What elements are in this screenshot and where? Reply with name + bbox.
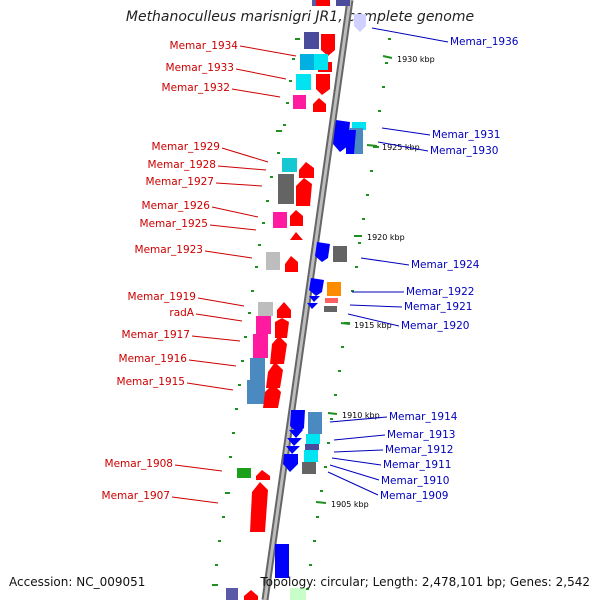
gene-label: Memar_1932: [162, 82, 230, 94]
left-labels: Memar_1934 Memar_1933 Memar_1932 Memar_1…: [102, 40, 297, 504]
tick-label-1905: 1905 kbp: [331, 500, 369, 509]
tick-label-1920: 1920 kbp: [367, 233, 405, 242]
tick-label-1915: 1915 kbp: [354, 321, 392, 330]
gene-arrow: [346, 130, 356, 154]
gene-arrow: [285, 256, 298, 272]
gene-label: Memar_1929: [152, 141, 220, 153]
gene-label: Memar_1917: [122, 329, 190, 341]
gene-arrow: [316, 74, 330, 95]
gene-label: Memar_1919: [128, 291, 196, 303]
gene-label: Memar_1915: [117, 376, 185, 388]
gene-label: Memar_1916: [119, 353, 188, 365]
gene-arrow: [263, 384, 281, 408]
kbp-ticks: 1930 kbp 1925 kbp 1920 kbp 1915 kbp 1910…: [315, 55, 435, 509]
gene-arrow: [309, 278, 324, 296]
tick-label-1910: 1910 kbp: [342, 411, 380, 420]
gene-arrow: [287, 438, 302, 446]
gene-label: Memar_1923: [135, 244, 203, 256]
map-title: Methanoculleus marisnigri JR1, complete …: [125, 9, 475, 25]
gene-arrow: [266, 362, 283, 388]
gene-label: Memar_1925: [140, 218, 208, 230]
gene-label: Memar_1931: [432, 129, 500, 141]
tick-label-1925: 1925 kbp: [382, 143, 420, 152]
gene-arrow: [275, 318, 289, 338]
gene-label: Memar_1913: [387, 429, 455, 441]
accession-text: Accession: NC_009051: [9, 575, 146, 589]
gene-arrow: [296, 178, 312, 206]
gene-arrow: [283, 454, 298, 472]
gene-label: Memar_1927: [146, 176, 214, 188]
gene-arrow: [244, 590, 258, 600]
gene-arrow: [277, 302, 291, 318]
gene-label: Memar_1928: [148, 159, 216, 171]
gene-label: Memar_1922: [406, 286, 474, 298]
gene-label: Memar_1908: [105, 458, 173, 470]
gene-arrow: [290, 232, 303, 240]
gene-arrow: [313, 98, 326, 112]
gene-arrow: [290, 210, 303, 226]
gene-label: Memar_1921: [404, 301, 472, 313]
gene-arrow: [314, 0, 330, 6]
gene-label: Memar_1920: [401, 320, 469, 332]
gene-label: Memar_1914: [389, 411, 458, 423]
gene-label: Memar_1907: [102, 490, 170, 502]
gene-label: Memar_1912: [385, 444, 453, 456]
gene-arrow: [315, 242, 330, 262]
gene-arrow: [307, 303, 318, 309]
gene-label: Memar_1934: [170, 40, 239, 52]
gene-label: Memar_1909: [380, 490, 448, 502]
gene-label: Memar_1933: [166, 62, 234, 74]
gene-label: Memar_1911: [383, 459, 451, 471]
gene-arrow: [250, 482, 268, 532]
gene-arrow: [309, 296, 320, 302]
gene-arrow: [333, 120, 350, 152]
gene-label: Memar_1926: [142, 200, 211, 212]
right-labels: Memar_1936 Memar_1931 Memar_1930 Memar_1…: [327, 27, 519, 502]
gene-label: Memar_1924: [411, 259, 480, 271]
gene-label: radA: [169, 307, 194, 319]
gene-arrow: [354, 14, 366, 32]
gene-arrow: [290, 410, 305, 434]
gene-arrow: [289, 430, 303, 438]
reverse-genes: [275, 0, 366, 600]
gc-content-track: [212, 38, 391, 590]
tick-label-1930: 1930 kbp: [397, 55, 435, 64]
gene-label: Memar_1910: [381, 475, 449, 487]
gene-label: Memar_1930: [430, 145, 498, 157]
gene-arrow: [270, 336, 287, 364]
forward-genes: [226, 0, 335, 600]
topology-summary: Topology: circular; Length: 2,478,101 bp…: [260, 575, 590, 589]
gene-arrow: [256, 470, 270, 480]
gene-arrow: [299, 162, 314, 178]
gene-arrow: [321, 34, 335, 56]
gene-label: Memar_1936: [450, 36, 519, 48]
gene-arrow: [286, 446, 300, 454]
